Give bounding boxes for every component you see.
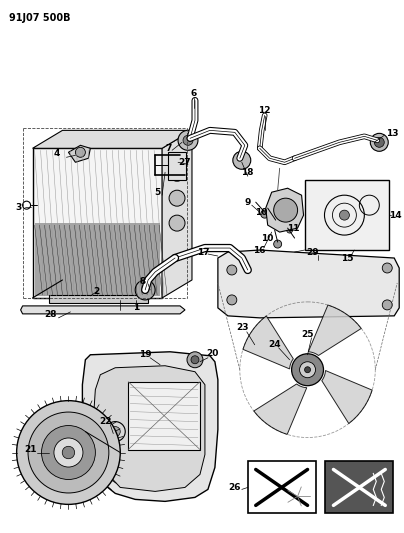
Polygon shape [218, 250, 399, 318]
Circle shape [300, 362, 316, 378]
Circle shape [54, 438, 83, 467]
Circle shape [76, 147, 85, 157]
Text: 8: 8 [139, 278, 145, 286]
Circle shape [339, 210, 349, 220]
Circle shape [286, 227, 292, 233]
Circle shape [169, 190, 185, 206]
Circle shape [233, 151, 251, 169]
Bar [48, 295, 148, 303]
Text: 6: 6 [191, 89, 197, 98]
Text: 2: 2 [93, 287, 99, 296]
Circle shape [187, 352, 203, 368]
Text: 16: 16 [253, 246, 266, 255]
Text: 11: 11 [287, 224, 300, 232]
Circle shape [110, 426, 120, 437]
Circle shape [382, 300, 392, 310]
Bar [128, 382, 200, 449]
Bar [35, 223, 160, 296]
Circle shape [17, 401, 120, 504]
Circle shape [191, 356, 199, 364]
Circle shape [261, 210, 269, 218]
Text: 22: 22 [99, 417, 112, 426]
Text: 4: 4 [53, 149, 60, 158]
Circle shape [28, 412, 109, 493]
Text: 27: 27 [179, 158, 191, 167]
Polygon shape [33, 131, 192, 148]
Circle shape [370, 133, 388, 151]
Circle shape [274, 198, 298, 222]
Text: 10: 10 [255, 208, 267, 216]
Polygon shape [254, 384, 307, 434]
Circle shape [274, 240, 282, 248]
Text: 5: 5 [154, 188, 160, 197]
Text: 26: 26 [229, 483, 241, 492]
Polygon shape [243, 316, 293, 369]
Text: 14: 14 [389, 211, 402, 220]
Polygon shape [21, 306, 185, 314]
Circle shape [305, 367, 311, 373]
Circle shape [169, 165, 185, 181]
Text: 29: 29 [306, 247, 319, 256]
Polygon shape [82, 352, 218, 502]
Bar [248, 462, 316, 513]
Circle shape [292, 354, 324, 386]
Text: 15: 15 [341, 254, 354, 263]
Text: 13: 13 [386, 129, 398, 138]
Polygon shape [266, 188, 303, 232]
Text: 9: 9 [244, 198, 251, 207]
Bar [168, 152, 186, 180]
Text: 23: 23 [236, 324, 249, 333]
Text: 25: 25 [301, 330, 314, 340]
Circle shape [227, 265, 237, 275]
Circle shape [183, 135, 193, 146]
Bar [33, 148, 162, 298]
Text: 10: 10 [261, 233, 274, 243]
Text: 3: 3 [15, 203, 22, 212]
Circle shape [62, 446, 75, 459]
Circle shape [374, 138, 384, 147]
Text: 7: 7 [165, 144, 171, 153]
Circle shape [169, 215, 185, 231]
Polygon shape [308, 305, 361, 356]
Text: 21: 21 [24, 445, 37, 454]
Polygon shape [322, 370, 372, 424]
Text: 1: 1 [133, 303, 139, 312]
Text: 19: 19 [139, 350, 152, 359]
Polygon shape [68, 146, 90, 162]
Text: 17: 17 [197, 247, 209, 256]
Circle shape [178, 131, 198, 150]
Text: 18: 18 [242, 168, 254, 177]
Circle shape [271, 218, 280, 226]
Polygon shape [93, 366, 205, 491]
Text: 28: 28 [44, 310, 57, 319]
Bar [305, 180, 389, 250]
Text: 12: 12 [259, 106, 271, 115]
Text: 91J07 500B: 91J07 500B [8, 13, 70, 23]
Polygon shape [162, 131, 192, 298]
Circle shape [382, 263, 392, 273]
Bar [326, 462, 393, 513]
Circle shape [135, 280, 155, 300]
Circle shape [227, 295, 237, 305]
Circle shape [42, 425, 95, 480]
Text: 20: 20 [207, 349, 219, 358]
Text: 24: 24 [268, 340, 281, 349]
